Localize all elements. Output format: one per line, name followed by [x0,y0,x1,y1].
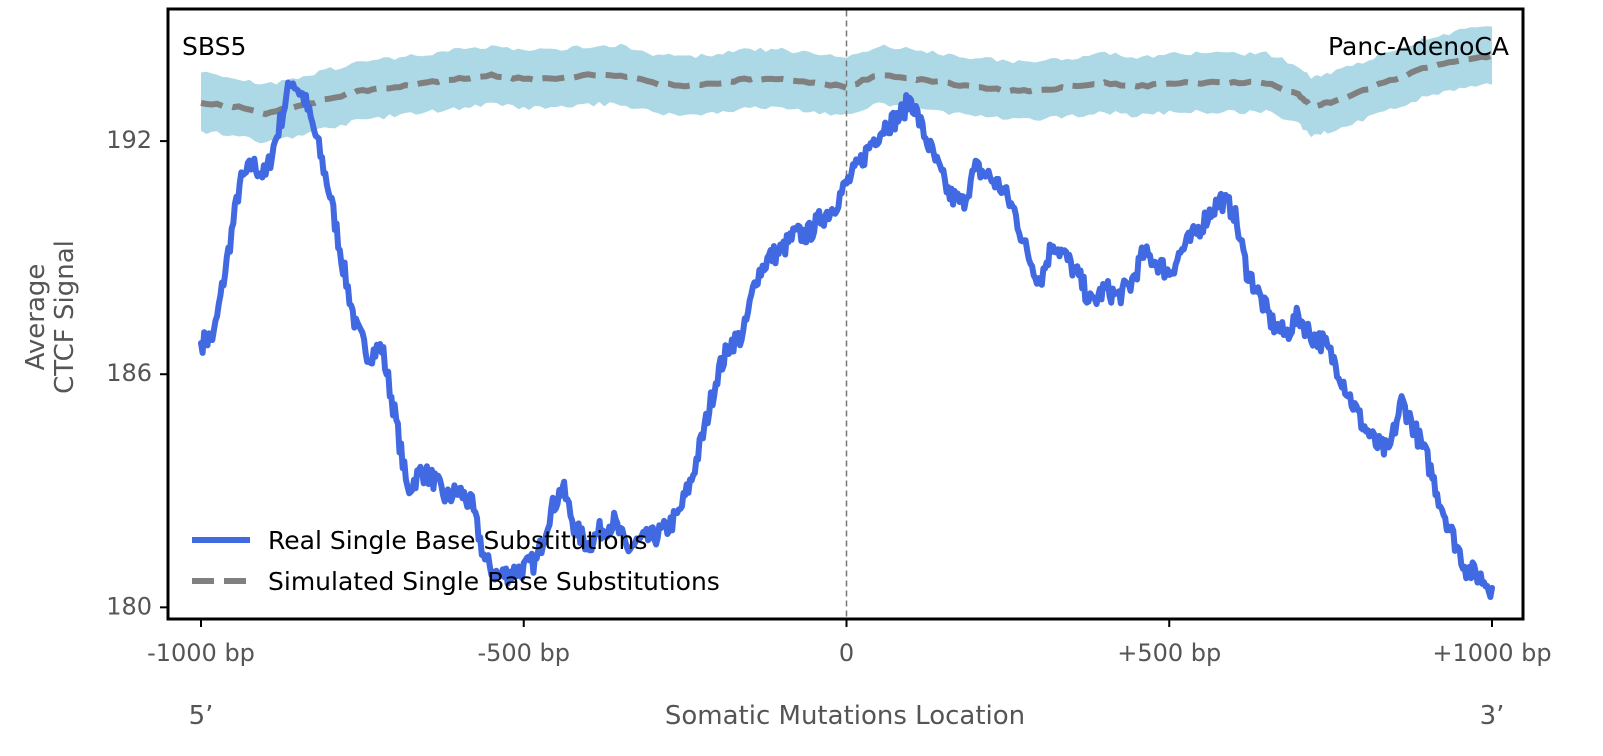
y-tick-label: 186 [106,359,152,387]
y-axis: 180 186 192 [106,126,168,620]
x-tick-label: -1000 bp [147,639,255,667]
signature-label: SBS5 [182,32,246,61]
cancer-type-label: Panc-AdenoCA [1328,32,1509,61]
simulated-series-line [200,52,1493,118]
x-tick-label: 0 [839,639,854,667]
x-axis-title: Somatic Mutations Location [665,701,1025,731]
y-axis-title-line-1: Average [21,264,51,371]
three-prime-label: 3’ [1480,701,1505,731]
x-tick-label: +1000 bp [1432,639,1551,667]
legend: Real Single Base Substitutions Simulated… [192,526,720,596]
y-axis-title-line-2: CTCF Signal [50,240,80,394]
y-tick-label: 192 [106,126,152,154]
legend-simulated-label: Simulated Single Base Substitutions [268,567,720,596]
x-tick-label: +500 bp [1117,639,1221,667]
five-prime-label: 5’ [189,701,214,731]
y-tick-label: 180 [106,592,152,620]
x-axis: -1000 bp -500 bp 0 +500 bp +1000 bp [147,619,1552,667]
real-series-line [198,79,1495,600]
x-tick-label: -500 bp [477,639,570,667]
legend-real-label: Real Single Base Substitutions [268,526,647,555]
